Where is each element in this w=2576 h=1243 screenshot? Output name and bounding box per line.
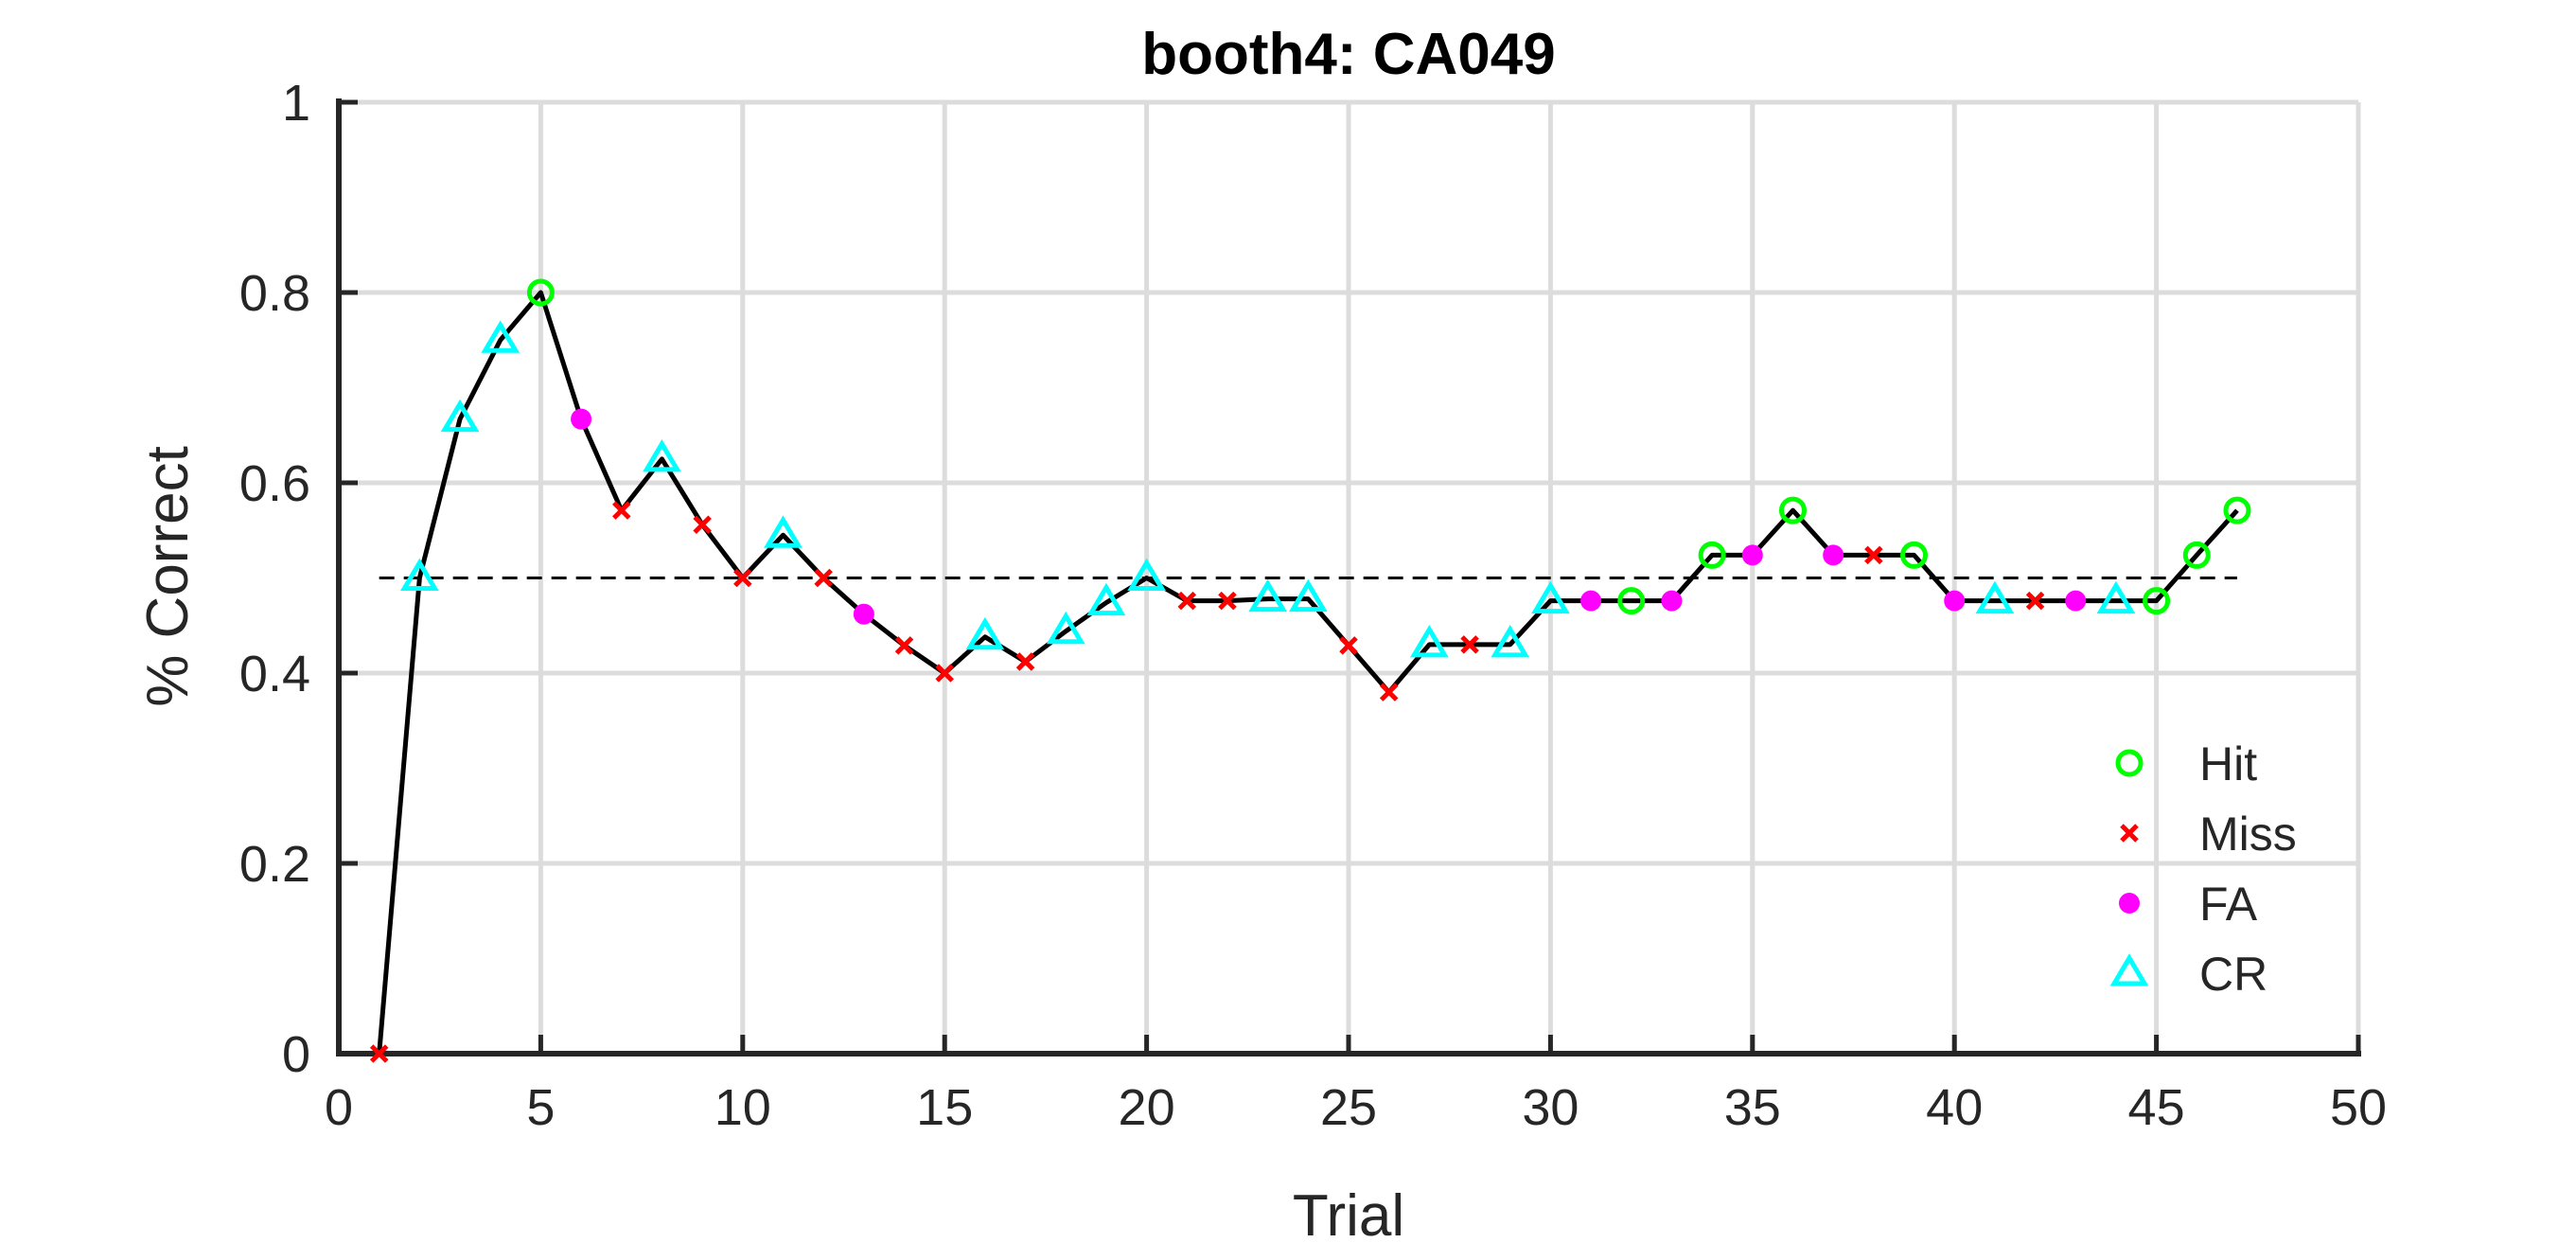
x-axis-label: Trial — [1293, 1183, 1404, 1243]
data-point-38-miss — [1864, 545, 1883, 565]
data-point-33-fa — [1661, 590, 1683, 612]
x-tick-label-2: 10 — [715, 1079, 771, 1136]
data-point-25-miss — [1339, 636, 1358, 655]
x-tick-label-8: 40 — [1926, 1079, 1983, 1136]
data-point-45-hit — [2143, 587, 2171, 615]
legend: Hit Miss FA CR — [2109, 737, 2297, 1001]
data-point-12-miss — [814, 568, 833, 588]
data-point-17-miss — [1015, 652, 1035, 671]
data-point-16-cr — [965, 616, 1005, 650]
data-point-14-miss — [894, 636, 914, 655]
data-point-10-miss — [733, 568, 752, 588]
data-point-15-miss — [935, 664, 954, 683]
data-point-30-cr — [1531, 580, 1570, 614]
data-point-13-fa — [853, 603, 874, 625]
data-point-2-cr — [399, 558, 439, 591]
data-point-1-miss — [369, 1044, 389, 1063]
y-axis-label: % Correct — [135, 446, 201, 707]
x-tick-label-5: 25 — [1320, 1079, 1377, 1136]
legend-marker-fa — [2119, 893, 2140, 914]
x-tick-label-10: 50 — [2330, 1079, 2387, 1136]
data-point-21-miss — [1177, 591, 1197, 611]
data-point-5-hit — [526, 278, 555, 307]
x-tick-label-0: 0 — [325, 1079, 353, 1136]
y-tick-label-1: 0.2 — [239, 836, 310, 893]
data-point-18-cr — [1046, 611, 1085, 645]
y-tick-label-0: 0 — [282, 1026, 310, 1083]
x-tick-label-4: 20 — [1119, 1079, 1175, 1136]
x-tick-label-3: 15 — [916, 1079, 973, 1136]
axes — [336, 98, 2361, 1057]
data-point-41-cr — [1975, 580, 2015, 614]
data-point-39-hit — [1900, 541, 1929, 569]
tick-labels: 0 5 10 15 20 25 30 35 40 45 50 0 0.2 0.4 0.6 0.8 1 — [239, 75, 2387, 1136]
data-point-8-cr — [643, 438, 681, 472]
legend-label-fa: FA — [2199, 878, 2258, 931]
data-point-29-cr — [1491, 624, 1530, 658]
legend-label-miss: Miss — [2199, 808, 2297, 861]
y-tick-label-4: 0.8 — [239, 265, 310, 322]
data-point-4-cr — [481, 320, 520, 353]
y-tick-label-5: 1 — [282, 75, 310, 132]
data-point-3-cr — [440, 399, 480, 433]
x-tick-label-9: 45 — [2128, 1079, 2185, 1136]
data-point-11-cr — [764, 515, 803, 548]
data-point-31-fa — [1580, 590, 1602, 612]
x-tick-label-1: 5 — [526, 1079, 555, 1136]
data-point-20-cr — [1127, 558, 1166, 591]
data-point-40-fa — [1944, 590, 1966, 612]
data-point-46-hit — [2182, 541, 2211, 569]
data-point-22-miss — [1218, 591, 1237, 611]
data-point-26-miss — [1379, 683, 1399, 701]
data-point-42-miss — [2025, 591, 2045, 611]
performance-line — [377, 290, 2239, 1055]
chart-title: booth4: CA049 — [1141, 22, 1555, 87]
x-tick-label-7: 35 — [1724, 1079, 1781, 1136]
data-point-6-fa — [571, 408, 592, 430]
legend-marker-cr — [2109, 953, 2149, 986]
data-point-9-miss — [693, 515, 712, 534]
data-point-36-hit — [1778, 496, 1807, 524]
data-point-23-cr — [1248, 578, 1288, 613]
data-point-35-fa — [1741, 544, 1763, 566]
data-point-19-cr — [1086, 582, 1126, 616]
data-point-32-hit — [1617, 587, 1646, 615]
data-point-44-cr — [2096, 580, 2136, 614]
y-tick-label-2: 0.4 — [239, 646, 310, 702]
data-point-7-miss — [611, 501, 631, 520]
x-tick-label-6: 30 — [1522, 1079, 1579, 1136]
data-point-24-cr — [1288, 578, 1328, 613]
data-point-43-fa — [2065, 590, 2087, 612]
legend-marker-miss — [2120, 824, 2139, 843]
y-tick-label-3: 0.6 — [239, 455, 310, 512]
data-point-34-hit — [1698, 541, 1726, 569]
legend-label-cr: CR — [2199, 948, 2267, 1001]
data-point-28-miss — [1460, 635, 1479, 654]
data-point-47-hit — [2223, 496, 2251, 524]
data-point-37-fa — [1823, 544, 1844, 566]
legend-marker-hit — [2115, 749, 2144, 777]
data-point-27-cr — [1409, 624, 1449, 658]
legend-label-hit: Hit — [2199, 737, 2257, 790]
data-markers — [369, 278, 2251, 1063]
